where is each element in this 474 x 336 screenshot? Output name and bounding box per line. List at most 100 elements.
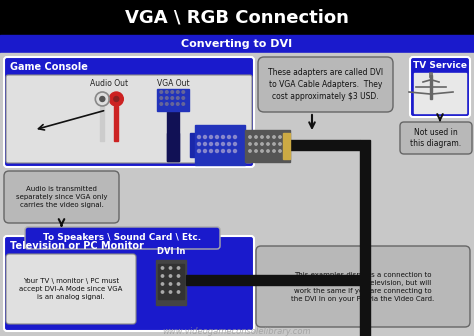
FancyBboxPatch shape [4,171,119,223]
Circle shape [160,103,163,105]
FancyBboxPatch shape [258,57,393,112]
Text: Audio Out: Audio Out [90,80,128,88]
Bar [158,264,184,299]
Circle shape [169,275,172,277]
Circle shape [100,96,105,101]
FancyBboxPatch shape [256,246,470,327]
Text: Audio is transmitted
separately since VGA only
carries the video signal.: Audio is transmitted separately since VG… [16,186,107,208]
Circle shape [177,275,180,277]
Bar [167,133,179,161]
Bar [430,75,432,99]
Circle shape [171,91,173,93]
Circle shape [161,291,164,293]
Circle shape [171,97,173,99]
Circle shape [169,283,172,285]
Bar [195,125,245,165]
Circle shape [228,150,230,153]
FancyBboxPatch shape [6,75,252,163]
Circle shape [210,150,212,153]
Bar [100,106,104,141]
Bar [167,111,179,161]
Circle shape [249,136,251,138]
Circle shape [177,291,180,293]
Circle shape [255,136,257,138]
Circle shape [216,150,219,153]
Circle shape [182,97,184,99]
Bar [157,89,189,111]
Circle shape [203,135,207,138]
Bar [414,73,466,113]
Bar [283,133,290,159]
Circle shape [273,143,275,145]
Circle shape [279,136,281,138]
Circle shape [279,150,281,152]
Circle shape [198,150,201,153]
FancyBboxPatch shape [410,57,470,117]
FancyBboxPatch shape [25,227,220,249]
Circle shape [169,291,172,293]
Circle shape [176,91,179,93]
Circle shape [95,92,109,106]
Circle shape [182,103,184,105]
Circle shape [198,142,201,145]
Circle shape [273,136,275,138]
Circle shape [216,135,219,138]
Circle shape [177,267,180,269]
Circle shape [210,142,212,145]
Text: To Speakers \ Sound Card \ Etc.: To Speakers \ Sound Card \ Etc. [44,234,201,243]
Bar [360,140,370,336]
Circle shape [228,142,230,145]
Circle shape [234,150,237,153]
Circle shape [160,91,163,93]
Circle shape [210,135,212,138]
Circle shape [261,150,263,152]
Circle shape [182,91,184,93]
Circle shape [234,135,237,138]
Circle shape [249,150,251,152]
Circle shape [267,143,269,145]
Text: Converting to DVI: Converting to DVI [182,39,292,49]
FancyBboxPatch shape [4,236,254,331]
Circle shape [249,143,251,145]
Circle shape [165,103,168,105]
Bar [247,133,288,159]
Circle shape [161,275,164,277]
Circle shape [228,135,230,138]
Text: VGA Out: VGA Out [157,80,190,88]
Circle shape [261,136,263,138]
Circle shape [165,91,168,93]
Text: Not used in
this diagram.: Not used in this diagram. [410,128,462,149]
Circle shape [160,97,163,99]
Bar [190,133,250,157]
Text: www.videogameconsolelibrary.com: www.videogameconsolelibrary.com [163,327,311,336]
Bar [0,53,474,336]
Bar [245,130,290,162]
Circle shape [279,143,281,145]
Circle shape [267,136,269,138]
Text: Television or PC Monitor: Television or PC Monitor [10,241,144,251]
Text: TV Service: TV Service [413,61,467,71]
Bar [114,106,118,141]
FancyBboxPatch shape [6,254,136,324]
FancyBboxPatch shape [4,57,254,167]
Circle shape [267,150,269,152]
Bar [186,275,360,285]
Circle shape [198,135,201,138]
Circle shape [169,267,172,269]
Bar [156,260,186,305]
FancyBboxPatch shape [400,122,472,154]
Text: This examples displays a connection to
the DVI port on your television, but will: This examples displays a connection to t… [292,271,435,301]
Bar [290,140,360,150]
Circle shape [255,143,257,145]
Bar [0,35,474,53]
Circle shape [261,143,263,145]
Circle shape [273,150,275,152]
Circle shape [255,150,257,152]
Circle shape [109,92,123,106]
Text: VGA \ RGB Connection: VGA \ RGB Connection [125,8,349,27]
Circle shape [203,142,207,145]
Circle shape [176,97,179,99]
Circle shape [161,283,164,285]
Circle shape [161,267,164,269]
Circle shape [221,142,225,145]
